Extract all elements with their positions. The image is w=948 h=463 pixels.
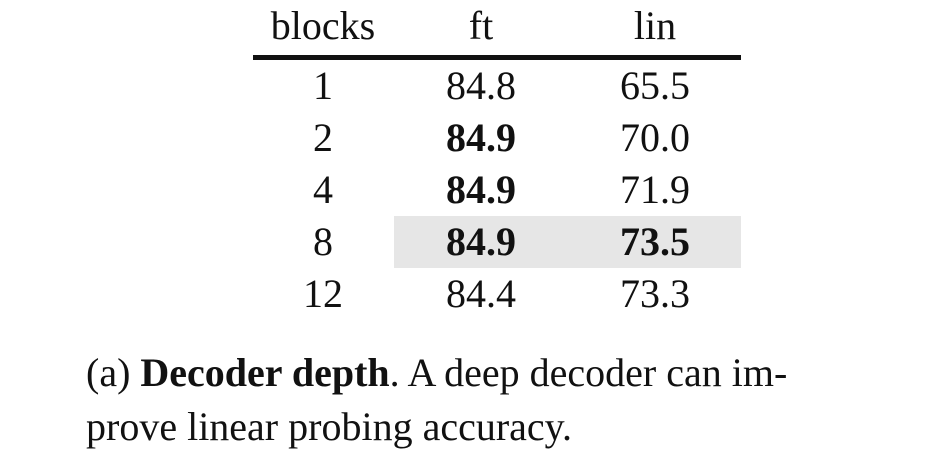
header-ft: ft (468, 3, 494, 48)
header-rule (253, 55, 741, 60)
cell-ft: 84.4 (446, 271, 516, 316)
cell-ft: 84.9 (446, 115, 516, 160)
header-lin: lin (633, 3, 677, 48)
table-row: 1 84.8 65.5 (253, 60, 741, 112)
table-body: 1 84.8 65.5 2 84.9 70.0 4 84.9 71.9 8 84… (253, 60, 741, 320)
cell-blocks: 12 (303, 271, 343, 316)
results-table: blocks ft lin (253, 0, 741, 54)
cell-lin: 65.5 (620, 63, 690, 108)
table-row: 12 84.4 73.3 (253, 268, 741, 320)
cell-lin: 70.0 (620, 115, 690, 160)
cell-ft: 84.9 (446, 219, 516, 264)
cell-ft: 84.9 (446, 167, 516, 212)
cell-blocks: 1 (313, 63, 333, 108)
cell-blocks: 2 (313, 115, 333, 160)
caption-text: . A deep decoder can im- (389, 350, 788, 395)
table-header: blocks ft lin (253, 0, 741, 54)
table-row: 4 84.9 71.9 (253, 164, 741, 216)
cell-ft: 84.8 (446, 63, 516, 108)
cell-lin: 73.3 (620, 271, 690, 316)
row-highlight (394, 216, 741, 268)
caption-line-2: prove linear probing accuracy. (86, 404, 573, 449)
table-row: 2 84.9 70.0 (253, 112, 741, 164)
table-row-highlighted: 8 84.9 73.5 (253, 216, 741, 268)
cell-lin: 73.5 (620, 219, 690, 264)
cell-blocks: 8 (313, 219, 333, 264)
cell-lin: 71.9 (620, 167, 690, 212)
caption-line-1: (a) Decoder depth. A deep decoder can im… (86, 346, 886, 400)
caption-title: Decoder depth (140, 350, 390, 395)
header-blocks: blocks (270, 3, 376, 48)
cell-blocks: 4 (313, 167, 333, 212)
table-caption: (a) Decoder depth. A deep decoder can im… (86, 346, 886, 454)
caption-prefix: (a) (86, 350, 131, 395)
